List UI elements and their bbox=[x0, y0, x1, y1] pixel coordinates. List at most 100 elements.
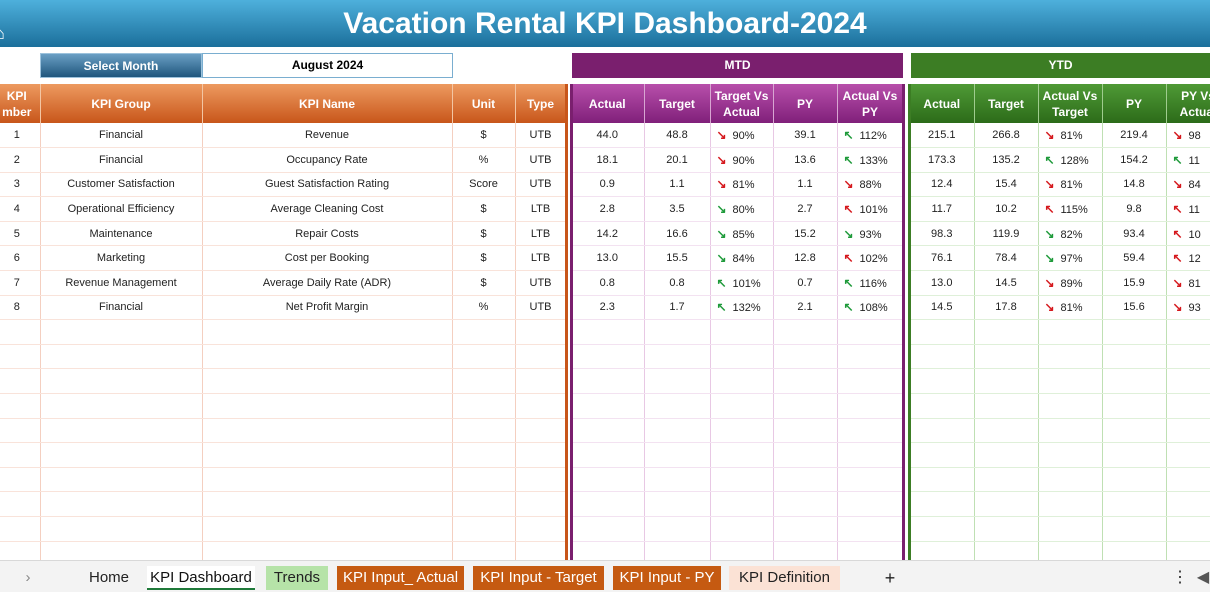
ytd-cell-pva[interactable]: ↖ 12 bbox=[1166, 245, 1210, 272]
mtd-cell-avp[interactable] bbox=[837, 393, 904, 419]
kpi-cell-unit[interactable]: $ bbox=[452, 245, 516, 272]
ytd-cell-target[interactable] bbox=[974, 491, 1039, 517]
kpi-cell-name[interactable]: Cost per Booking bbox=[202, 245, 453, 272]
kpi-cell-unit[interactable] bbox=[452, 319, 516, 345]
kpi-cell-type[interactable]: UTB bbox=[515, 172, 567, 198]
ytd-cell-avt[interactable] bbox=[1038, 368, 1103, 395]
mtd-cell-tva[interactable] bbox=[710, 393, 774, 419]
mtd-cell-tva[interactable] bbox=[710, 491, 774, 517]
kpi-cell-name[interactable]: Guest Satisfaction Rating bbox=[202, 172, 453, 198]
ytd-cell-pva[interactable]: ↘ 98 bbox=[1166, 123, 1210, 149]
ytd-cell-pva[interactable] bbox=[1166, 418, 1210, 444]
ytd-cell-avt[interactable] bbox=[1038, 393, 1103, 419]
kpi-cell-unit[interactable]: Score bbox=[452, 172, 516, 198]
ytd-cell-avt[interactable] bbox=[1038, 442, 1103, 468]
ytd-cell-py[interactable] bbox=[1102, 467, 1167, 493]
vertical-dots-icon[interactable]: ⋮ bbox=[1172, 569, 1188, 586]
mtd-cell-actual[interactable] bbox=[571, 319, 645, 345]
mtd-cell-target[interactable] bbox=[644, 467, 711, 493]
mtd-cell-py[interactable] bbox=[773, 393, 838, 419]
ytd-cell-avt[interactable]: ↘ 81% bbox=[1038, 295, 1103, 321]
kpi-cell-type[interactable]: UTB bbox=[515, 270, 567, 296]
mtd-cell-target[interactable]: 48.8 bbox=[644, 123, 711, 149]
kpi-cell-type[interactable] bbox=[515, 418, 567, 444]
mtd-cell-tva[interactable] bbox=[710, 467, 774, 493]
kpi-cell-num[interactable] bbox=[0, 319, 41, 345]
scroll-icon[interactable]: ◀ bbox=[1196, 569, 1210, 586]
ytd-cell-target[interactable]: 119.9 bbox=[974, 221, 1039, 247]
ytd-cell-target[interactable]: 135.2 bbox=[974, 147, 1039, 173]
mtd-cell-avp[interactable]: ↖ 108% bbox=[837, 295, 904, 321]
kpi-cell-type[interactable]: LTB bbox=[515, 221, 567, 247]
mtd-cell-py[interactable] bbox=[773, 442, 838, 468]
mtd-cell-avp[interactable]: ↘ 93% bbox=[837, 221, 904, 247]
ytd-cell-avt[interactable] bbox=[1038, 491, 1103, 517]
ytd-cell-actual[interactable] bbox=[910, 467, 975, 493]
mtd-cell-py[interactable]: 12.8 bbox=[773, 245, 838, 272]
tab-kpi-input-py[interactable]: KPI Input - PY bbox=[613, 566, 721, 590]
ytd-cell-actual[interactable]: 12.4 bbox=[910, 172, 975, 198]
mtd-cell-target[interactable]: 1.7 bbox=[644, 295, 711, 321]
ytd-cell-actual[interactable]: 173.3 bbox=[910, 147, 975, 173]
ytd-cell-actual[interactable]: 14.5 bbox=[910, 295, 975, 321]
ytd-cell-avt[interactable] bbox=[1038, 516, 1103, 542]
mtd-cell-avp[interactable] bbox=[837, 467, 904, 493]
mtd-cell-tva[interactable]: ↘ 90% bbox=[710, 123, 774, 149]
ytd-cell-pva[interactable] bbox=[1166, 516, 1210, 542]
kpi-cell-name[interactable] bbox=[202, 467, 453, 493]
ytd-cell-py[interactable]: 15.9 bbox=[1102, 270, 1167, 296]
ytd-cell-pva[interactable] bbox=[1166, 491, 1210, 517]
kpi-cell-group[interactable] bbox=[40, 491, 203, 517]
kpi-cell-num[interactable] bbox=[0, 442, 41, 468]
kpi-cell-name[interactable] bbox=[202, 491, 453, 517]
kpi-cell-name[interactable] bbox=[202, 418, 453, 444]
kpi-cell-unit[interactable]: % bbox=[452, 147, 516, 173]
kpi-cell-group[interactable] bbox=[40, 344, 203, 370]
mtd-cell-py[interactable] bbox=[773, 516, 838, 542]
kpi-cell-unit[interactable]: % bbox=[452, 295, 516, 321]
mtd-cell-py[interactable] bbox=[773, 418, 838, 444]
ytd-cell-pva[interactable] bbox=[1166, 442, 1210, 468]
mtd-cell-tva[interactable]: ↘ 84% bbox=[710, 245, 774, 272]
kpi-cell-name[interactable] bbox=[202, 344, 453, 370]
kpi-cell-unit[interactable]: $ bbox=[452, 221, 516, 247]
mtd-cell-py[interactable]: 15.2 bbox=[773, 221, 838, 247]
mtd-cell-tva[interactable] bbox=[710, 442, 774, 468]
ytd-cell-py[interactable] bbox=[1102, 344, 1167, 370]
mtd-cell-actual[interactable]: 2.8 bbox=[571, 196, 645, 222]
kpi-cell-type[interactable]: UTB bbox=[515, 295, 567, 321]
ytd-cell-py[interactable]: 14.8 bbox=[1102, 172, 1167, 198]
kpi-cell-num[interactable] bbox=[0, 491, 41, 517]
kpi-cell-unit[interactable] bbox=[452, 467, 516, 493]
kpi-cell-name[interactable] bbox=[202, 368, 453, 395]
mtd-cell-target[interactable] bbox=[644, 368, 711, 395]
ytd-cell-target[interactable] bbox=[974, 516, 1039, 542]
mtd-cell-target[interactable]: 0.8 bbox=[644, 270, 711, 296]
mtd-cell-py[interactable]: 2.1 bbox=[773, 295, 838, 321]
mtd-cell-avp[interactable] bbox=[837, 368, 904, 395]
kpi-cell-group[interactable] bbox=[40, 418, 203, 444]
ytd-cell-actual[interactable] bbox=[910, 319, 975, 345]
chevron-right-icon[interactable]: › bbox=[25, 569, 31, 586]
ytd-cell-py[interactable] bbox=[1102, 491, 1167, 517]
ytd-cell-avt[interactable] bbox=[1038, 467, 1103, 493]
kpi-cell-unit[interactable] bbox=[452, 516, 516, 542]
mtd-cell-avp[interactable] bbox=[837, 442, 904, 468]
ytd-cell-pva[interactable] bbox=[1166, 319, 1210, 345]
mtd-cell-actual[interactable]: 18.1 bbox=[571, 147, 645, 173]
kpi-cell-group[interactable] bbox=[40, 319, 203, 345]
ytd-cell-target[interactable] bbox=[974, 368, 1039, 395]
kpi-cell-name[interactable]: Revenue bbox=[202, 123, 453, 149]
kpi-cell-unit[interactable] bbox=[452, 491, 516, 517]
ytd-cell-actual[interactable]: 76.1 bbox=[910, 245, 975, 272]
mtd-cell-tva[interactable] bbox=[710, 516, 774, 542]
kpi-cell-name[interactable] bbox=[202, 516, 453, 542]
ytd-cell-target[interactable]: 15.4 bbox=[974, 172, 1039, 198]
kpi-cell-type[interactable]: UTB bbox=[515, 147, 567, 173]
kpi-cell-name[interactable] bbox=[202, 393, 453, 419]
plus-icon[interactable]: + bbox=[884, 568, 896, 588]
mtd-cell-avp[interactable] bbox=[837, 319, 904, 345]
mtd-cell-avp[interactable]: ↖ 101% bbox=[837, 196, 904, 222]
kpi-cell-group[interactable]: Financial bbox=[40, 295, 203, 321]
ytd-cell-actual[interactable] bbox=[910, 442, 975, 468]
